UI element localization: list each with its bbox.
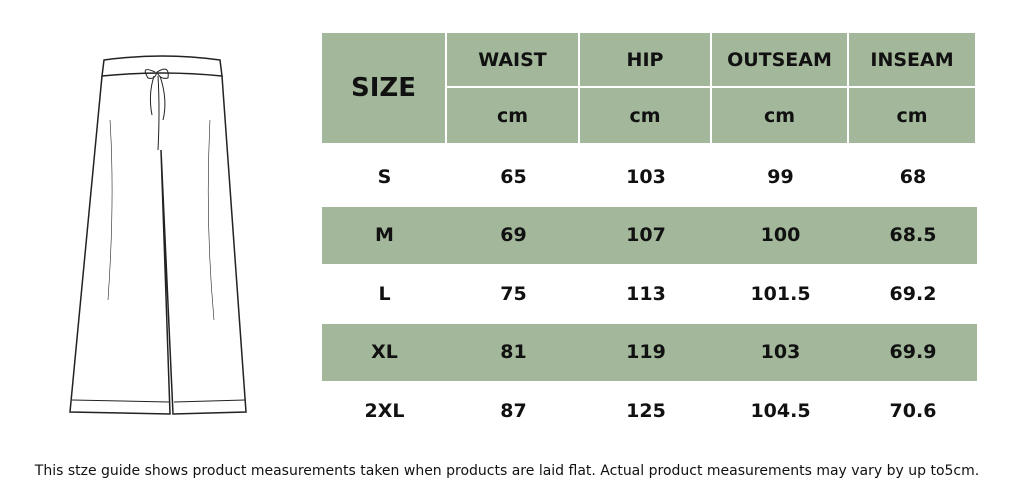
size-label: XL bbox=[371, 341, 398, 363]
column-header: INSEAM bbox=[849, 33, 977, 88]
measurement: 75 bbox=[500, 282, 527, 305]
size-header: SIZE bbox=[322, 33, 447, 143]
measurement: 81 bbox=[500, 341, 527, 363]
column-header: HIP bbox=[580, 33, 712, 88]
unit-header: cm bbox=[447, 88, 580, 143]
column-header: WAIST bbox=[447, 33, 580, 88]
measurement: 65 bbox=[500, 165, 527, 188]
measurement: 103 bbox=[626, 165, 666, 188]
measurement: 113 bbox=[626, 282, 666, 305]
measurement: 119 bbox=[626, 341, 666, 363]
unit-header: cm bbox=[580, 88, 712, 143]
measurement: 68 bbox=[899, 165, 927, 188]
row-band bbox=[322, 206, 977, 264]
unit-header: cm bbox=[712, 88, 849, 143]
measurement: 87 bbox=[500, 399, 527, 422]
size-label: M bbox=[375, 224, 394, 246]
measurement: 69.2 bbox=[889, 282, 937, 305]
measurement: 68.5 bbox=[889, 224, 937, 246]
measurement: 100 bbox=[760, 224, 801, 246]
measurement: 70.6 bbox=[889, 399, 937, 422]
measurement: 69 bbox=[500, 224, 527, 246]
measurement: 107 bbox=[626, 224, 666, 246]
measurement: 99 bbox=[767, 165, 794, 188]
unit-header: cm bbox=[849, 88, 977, 143]
measurement: 103 bbox=[760, 341, 801, 363]
measurement: 104.5 bbox=[750, 399, 811, 422]
measurement: 125 bbox=[626, 399, 666, 422]
size-label: S bbox=[377, 165, 392, 188]
footnote: This stze guide shows product measuremen… bbox=[34, 463, 980, 479]
size-label: 2XL bbox=[364, 399, 405, 422]
pants-illustration bbox=[69, 55, 247, 415]
measurement: 101.5 bbox=[750, 282, 811, 305]
size-label: L bbox=[378, 282, 391, 305]
measurement: 69.9 bbox=[889, 341, 937, 363]
column-header: OUTSEAM bbox=[712, 33, 849, 88]
row-band bbox=[322, 323, 977, 381]
